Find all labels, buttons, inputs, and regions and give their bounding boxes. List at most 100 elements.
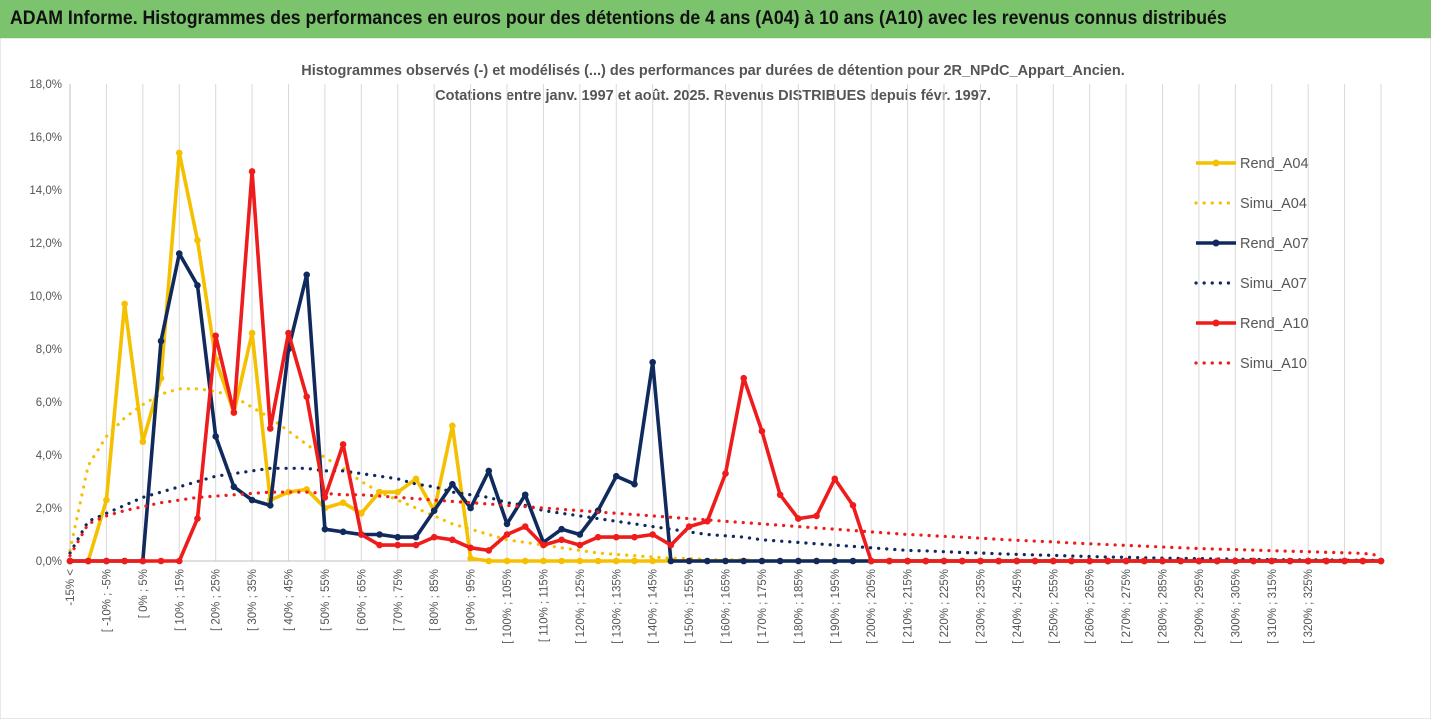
x-tick-label: [ 150% ; 155% <box>684 569 696 644</box>
x-tick-label: [ 300% ; 305% <box>1230 569 1242 644</box>
data-point-rend-a07 <box>175 250 183 257</box>
data-point-rend-a10 <box>503 531 511 538</box>
y-axis: 0,0% 2,0% 4,0% 6,0% 8,0% 10,0% 12,0% 14,0% 16,0%… <box>29 79 71 568</box>
chart-frame <box>0 37 1431 720</box>
y-tick-label: 14,0% <box>29 185 62 197</box>
data-point-rend-a07 <box>685 557 693 565</box>
data-point-rend-a10 <box>521 523 529 530</box>
data-point-rend-a07 <box>849 557 857 565</box>
x-tick-label: [ 220% ; 225% <box>939 569 951 644</box>
data-point-rend-a10 <box>430 533 438 541</box>
legend-marker-rend-a07 <box>1212 239 1220 247</box>
data-point-rend-a07 <box>722 557 729 565</box>
data-point-rend-a10 <box>1104 557 1112 565</box>
data-point-rend-a04 <box>576 557 584 565</box>
x-tick-label: [ 320% ; 325% <box>1303 569 1315 644</box>
series-line-simu-a10 <box>68 490 1383 558</box>
data-point-rend-a10 <box>84 557 92 565</box>
data-point-rend-a07 <box>758 557 766 565</box>
x-tick-label: [ 80% ; 85% <box>429 569 441 631</box>
data-point-rend-a07 <box>212 433 219 440</box>
x-tick-label: [ 230% ; 235% <box>975 569 987 644</box>
data-point-rend-a10 <box>540 541 547 549</box>
legend-label-simu-a04: Simu_A04 <box>1240 196 1307 212</box>
data-point-rend-a10 <box>121 557 128 565</box>
data-point-rend-a10 <box>1377 557 1385 565</box>
x-tick-label: [ 120% ; 125% <box>575 569 587 644</box>
x-tick-label: [ 20% ; 25% <box>211 569 223 631</box>
data-point-rend-a10 <box>1086 557 1093 565</box>
legend-marker-rend-a04 <box>1212 159 1220 167</box>
data-point-rend-a10 <box>649 531 656 538</box>
data-point-rend-a07 <box>449 480 456 488</box>
data-point-rend-a10 <box>1140 557 1148 565</box>
data-point-rend-a07 <box>503 520 511 528</box>
x-tick-label: [ 290% ; 295% <box>1194 569 1206 644</box>
data-point-rend-a07 <box>558 525 565 533</box>
data-point-rend-a10 <box>1013 557 1021 565</box>
x-tick-label: [ 130% ; 135% <box>611 569 623 644</box>
x-axis: -15% < [ -10% ; -5% [ 0% ; 5% [ 10% ; 15% [ … <box>65 560 1381 644</box>
data-point-rend-a10 <box>1031 557 1039 565</box>
data-point-rend-a10 <box>612 533 620 541</box>
data-point-rend-a10 <box>412 541 420 549</box>
data-point-rend-a10 <box>1341 557 1348 565</box>
data-point-rend-a07 <box>776 557 784 565</box>
x-tick-label: [ 50% ; 55% <box>320 569 332 631</box>
data-point-rend-a04 <box>121 300 128 308</box>
data-point-rend-a10 <box>266 425 274 432</box>
chart-title-line-1: Histogrammes observés (-) et modélisés (… <box>301 63 1125 79</box>
x-tick-label: [ 180% ; 185% <box>793 569 805 644</box>
data-point-rend-a07 <box>740 557 748 565</box>
data-point-rend-a07 <box>467 504 474 512</box>
x-tick-label: [ 140% ; 145% <box>648 569 660 644</box>
data-point-rend-a07 <box>430 507 438 514</box>
data-point-rend-a07 <box>631 480 638 488</box>
data-point-rend-a10 <box>1068 557 1075 565</box>
y-tick-label: 10,0% <box>29 291 62 303</box>
data-point-rend-a10 <box>722 470 729 477</box>
data-point-rend-a04 <box>139 438 147 446</box>
data-point-rend-a10 <box>1323 557 1330 565</box>
data-point-rend-a10 <box>449 536 456 544</box>
data-point-rend-a04 <box>303 486 311 493</box>
y-tick-label: 18,0% <box>29 79 62 91</box>
y-tick-label: 12,0% <box>29 238 62 250</box>
data-point-rend-a10 <box>831 475 839 483</box>
x-tick-label: [ 90% ; 95% <box>466 569 478 631</box>
data-point-rend-a10 <box>394 541 402 549</box>
data-point-rend-a10 <box>849 502 857 509</box>
data-point-rend-a10 <box>886 557 893 565</box>
legend: Rend_A04 Simu_A04 Rend_A07 Simu_A07 Rend_A10… <box>1194 156 1309 372</box>
x-tick-label: [ 10% ; 15% <box>174 569 186 631</box>
y-tick-label: 8,0% <box>36 344 62 356</box>
data-point-rend-a10 <box>740 374 748 382</box>
data-point-rend-a10 <box>776 491 784 499</box>
data-point-rend-a07 <box>321 525 329 533</box>
data-point-rend-a04 <box>412 475 420 483</box>
legend-marker-rend-a10 <box>1212 319 1220 327</box>
data-point-rend-a07 <box>703 557 711 565</box>
x-tick-label: [ 200% ; 205% <box>866 569 878 644</box>
x-tick-label: [ 250% ; 255% <box>1048 569 1060 644</box>
data-point-rend-a04 <box>594 557 602 565</box>
data-point-rend-a10 <box>940 557 948 565</box>
x-tick-label: -15% < <box>65 569 77 606</box>
data-point-rend-a04 <box>175 149 183 157</box>
data-point-rend-a07 <box>194 282 201 289</box>
data-point-rend-a10 <box>867 557 875 565</box>
data-point-rend-a10 <box>485 547 493 554</box>
data-point-rend-a10 <box>1286 557 1294 565</box>
data-point-rend-a04 <box>612 557 620 565</box>
data-point-rend-a10 <box>175 557 183 565</box>
data-point-rend-a04 <box>103 496 110 504</box>
data-point-rend-a10 <box>1268 557 1276 565</box>
x-tick-label: [ 190% ; 195% <box>830 569 842 644</box>
data-point-rend-a04 <box>485 557 493 565</box>
data-point-rend-a10 <box>285 329 292 337</box>
data-point-rend-a04 <box>248 329 256 337</box>
data-point-rend-a10 <box>1232 557 1239 565</box>
data-point-rend-a10 <box>685 523 693 530</box>
data-point-rend-a10 <box>904 557 911 565</box>
data-point-rend-a07 <box>339 528 347 536</box>
